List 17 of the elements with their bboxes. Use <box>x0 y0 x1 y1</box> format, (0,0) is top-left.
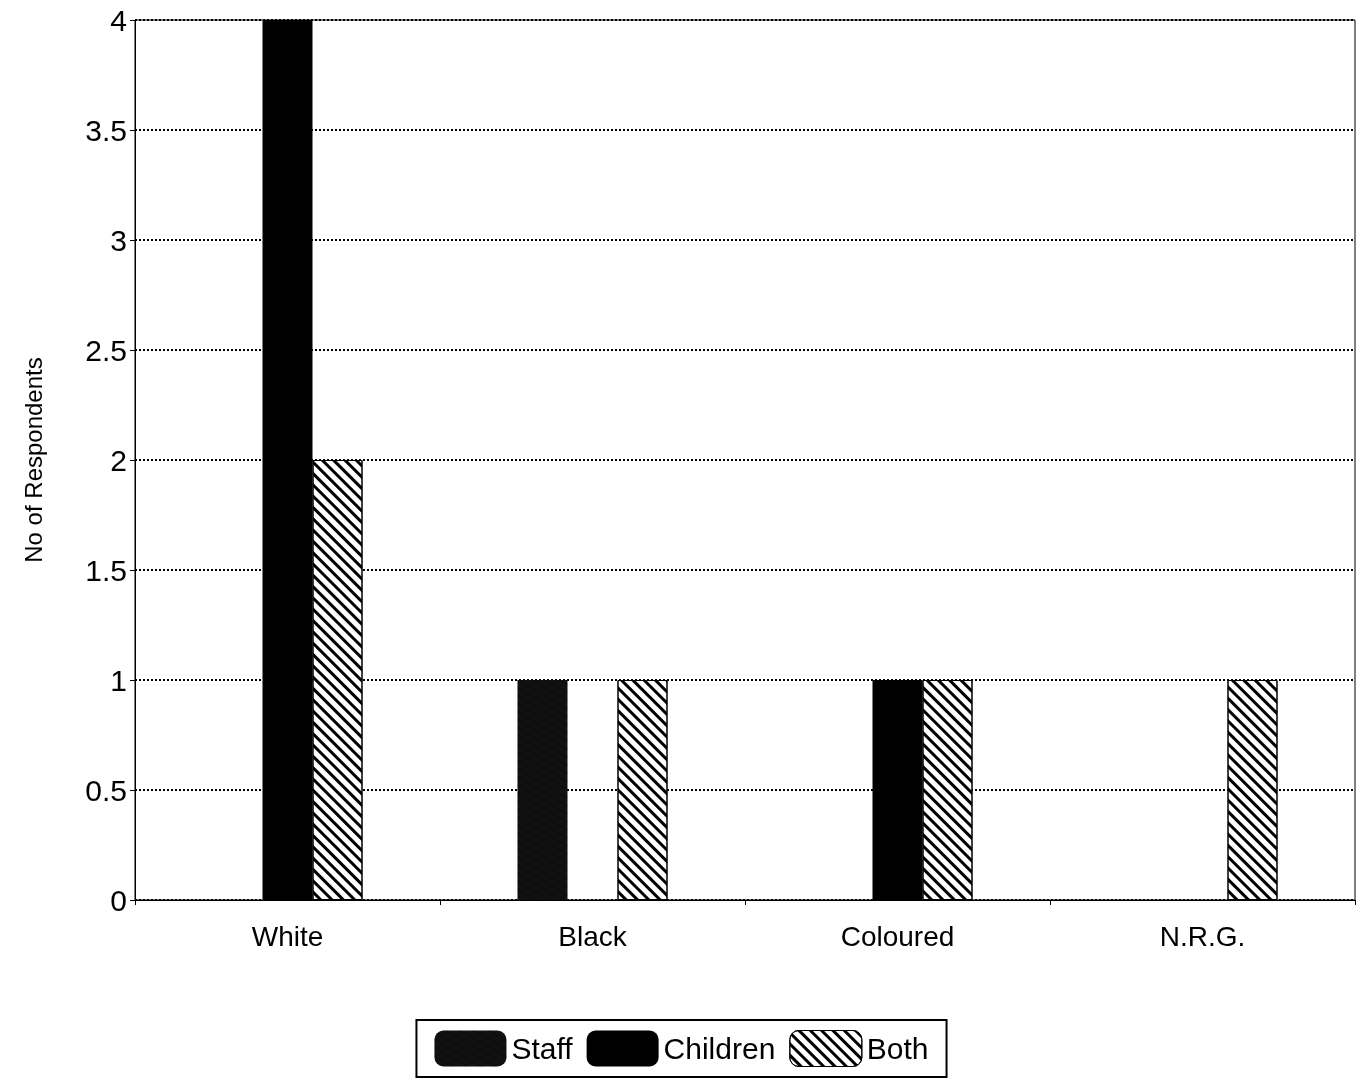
y-tick-label: 1.5 <box>85 553 127 587</box>
y-tick-label: 0 <box>110 883 127 917</box>
x-tick-label: N.R.G. <box>1159 920 1246 952</box>
x-tick-label: Coloured <box>840 920 955 952</box>
y-tick-label: 2.5 <box>85 333 127 367</box>
x-tick-label: White <box>251 920 324 952</box>
y-tick-label: 1 <box>110 663 127 697</box>
legend-label: Staff <box>511 1032 574 1065</box>
x-tick-label: Black <box>558 920 628 952</box>
y-tick-label: 3.5 <box>85 113 127 147</box>
y-axis-title: No of Respondents <box>19 357 47 563</box>
legend-label: Both <box>866 1032 929 1065</box>
y-tick-label: 0.5 <box>85 773 127 807</box>
legend-label: Children <box>663 1032 776 1065</box>
y-tick-label: 3 <box>110 223 127 257</box>
y-tick-label: 2 <box>110 443 127 477</box>
y-tick-label: 4 <box>110 3 127 37</box>
